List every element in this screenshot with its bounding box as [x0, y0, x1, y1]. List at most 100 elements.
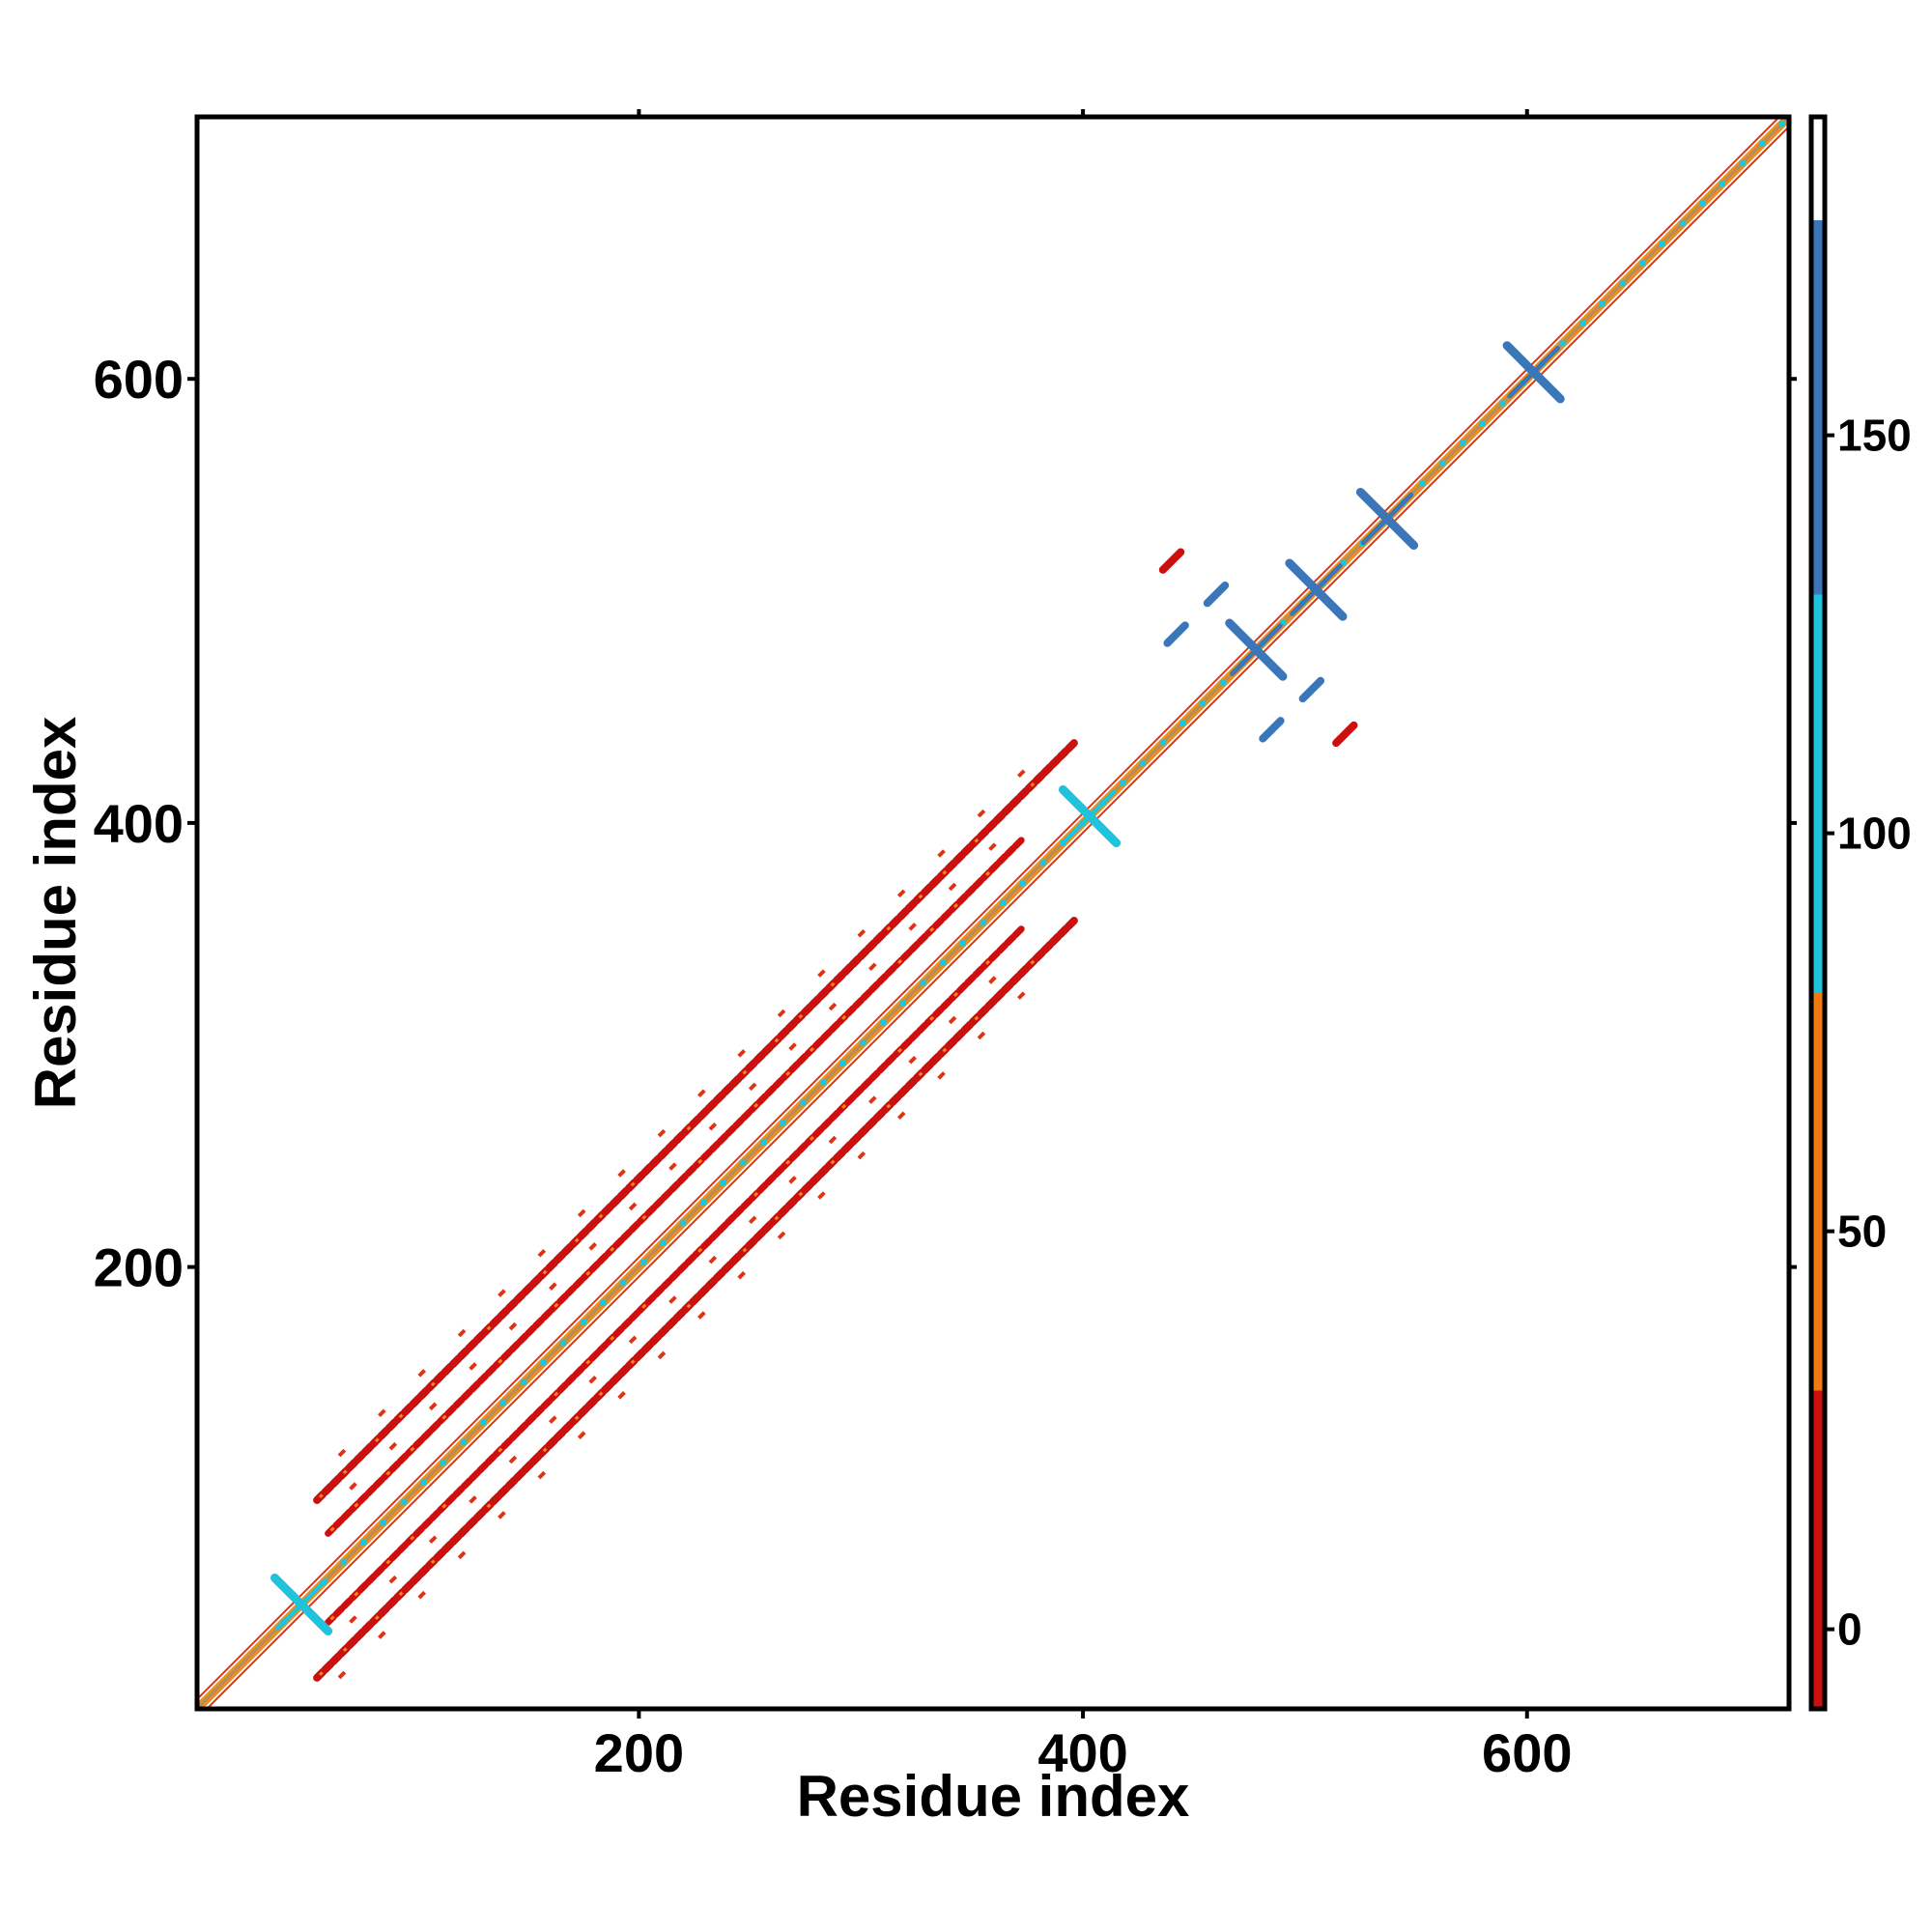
band-segment	[976, 827, 990, 841]
band-segment	[820, 1117, 834, 1130]
diagonal-dot	[760, 1139, 767, 1146]
band-segment	[744, 1236, 758, 1250]
band-fragment	[577, 1208, 586, 1218]
band-fragment	[977, 1031, 986, 1040]
band-segment	[996, 852, 1009, 866]
band-segment	[600, 1203, 614, 1217]
band-fragment	[937, 849, 946, 858]
band-segment	[409, 1572, 423, 1586]
band-segment	[689, 1115, 702, 1129]
contact-stroke	[1298, 676, 1325, 703]
band-segment	[987, 950, 1001, 963]
y-axis-label: Residue index	[23, 717, 88, 1110]
band-segment	[497, 1306, 511, 1321]
band-segment	[876, 1061, 890, 1074]
band-segment	[448, 1354, 463, 1369]
colorbar-frame	[1808, 114, 1828, 1712]
diagonal-band	[325, 837, 1025, 1537]
band-segment	[811, 1037, 825, 1050]
band-segment	[920, 1060, 934, 1074]
band-segment	[469, 1468, 482, 1482]
band-segment	[388, 1548, 402, 1562]
diagonal-dot	[680, 1219, 687, 1226]
band-segment	[360, 1442, 375, 1457]
band-segment	[556, 1292, 570, 1305]
band-segment	[648, 1154, 663, 1169]
band-segment	[904, 1076, 919, 1091]
band-segment	[620, 1317, 634, 1330]
y-axis-ticks: 200 400 600	[94, 349, 1797, 1298]
band-fragment	[908, 1055, 917, 1065]
band-fragment	[668, 1162, 677, 1171]
diagonal-dot	[1759, 140, 1766, 147]
crossing-stroke	[1290, 563, 1343, 616]
band-segment	[716, 1132, 729, 1146]
y-tick-label: 200	[94, 1237, 184, 1298]
band-segment	[904, 898, 919, 913]
band-segment	[560, 1420, 575, 1435]
band-segment	[744, 1059, 758, 1073]
band-segment	[600, 1379, 614, 1394]
band-segment	[928, 1052, 943, 1066]
band-segment	[899, 949, 913, 962]
contact-stroke	[1259, 717, 1285, 743]
band-segment	[640, 1340, 655, 1354]
diagonal-dot	[560, 1339, 567, 1346]
band-segment	[755, 1093, 769, 1106]
band-segment	[401, 1579, 415, 1594]
band-segment	[609, 1194, 623, 1208]
band-segment	[832, 1149, 846, 1162]
band-segment	[784, 1196, 799, 1210]
band-fragment	[417, 1369, 427, 1378]
band-fragment	[428, 1535, 438, 1545]
band-fragment	[628, 1202, 638, 1211]
diagonal-dot	[400, 1499, 407, 1506]
band-segment	[964, 973, 978, 986]
diagonal-dot	[1419, 480, 1426, 487]
band-fragment	[988, 842, 997, 851]
diagonal-dot	[1279, 620, 1286, 627]
diagonal-dot	[839, 1060, 846, 1066]
diagonal-band	[313, 917, 1078, 1682]
band-segment	[444, 1404, 458, 1417]
band-segment	[724, 1124, 737, 1138]
band-segment	[620, 1228, 634, 1241]
y-tick-label: 600	[94, 349, 184, 410]
band-segment	[460, 1477, 473, 1491]
band-segment	[884, 1053, 897, 1066]
diagonal-dot	[899, 1000, 906, 1007]
band-segment	[728, 1252, 743, 1266]
crossing-stroke	[1507, 346, 1560, 399]
band-fragment	[428, 1402, 438, 1411]
band-segment	[628, 1220, 641, 1234]
band-segment	[992, 988, 1007, 1003]
band-segment	[860, 1077, 873, 1091]
band-segment	[353, 1450, 367, 1464]
x-axis-ticks: 200 400 600	[594, 109, 1572, 1783]
diagonal-dot	[660, 1239, 667, 1246]
diagonal-dot	[440, 1459, 447, 1465]
band-segment	[433, 1548, 447, 1562]
diagonal-dot	[1219, 680, 1226, 687]
contact-stroke	[1332, 721, 1358, 748]
x-tick-label: 400	[1037, 1722, 1127, 1783]
colorbar: 0 50 100 150	[1808, 114, 1912, 1712]
diagonal-dot	[700, 1199, 707, 1206]
band-segment	[633, 1170, 647, 1184]
band-segment	[452, 1396, 466, 1409]
band-segment	[564, 1284, 578, 1297]
band-fragment	[788, 1042, 797, 1051]
diagonal-dot	[1619, 280, 1626, 287]
band-fragment	[508, 1321, 518, 1331]
diagonal-dot	[880, 1019, 887, 1026]
diagonal-dot	[1719, 180, 1726, 186]
diagonal-dot	[540, 1359, 547, 1366]
band-segment	[928, 874, 943, 889]
diagonal-dot	[1739, 160, 1746, 167]
band-segment	[1008, 795, 1022, 810]
band-segment	[777, 1027, 791, 1041]
band-segment	[689, 1292, 702, 1306]
band-segment	[732, 1116, 746, 1129]
band-segment	[1040, 940, 1055, 954]
band-segment	[708, 1229, 722, 1242]
